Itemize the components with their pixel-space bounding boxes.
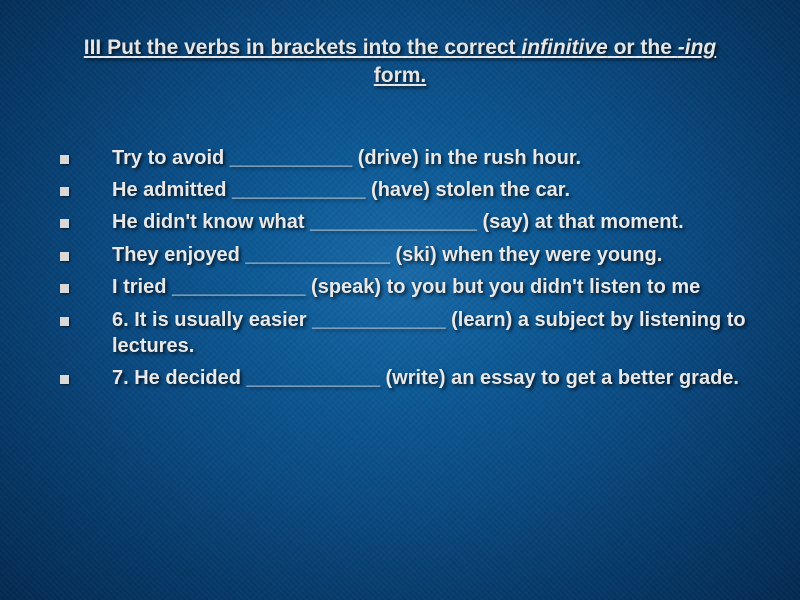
list-item: Try to avoid ___________ (drive) in the … (54, 145, 752, 171)
list-item: I tried ____________ (speak) to you but … (54, 274, 752, 300)
list-item: He didn't know what _______________ (say… (54, 209, 752, 235)
exercise-list: Try to avoid ___________ (drive) in the … (48, 145, 752, 392)
list-item: 7. He decided ____________ (write) an es… (54, 365, 752, 391)
list-item: They enjoyed _____________ (ski) when th… (54, 242, 752, 268)
list-item: 6. It is usually easier ____________ (le… (54, 307, 752, 360)
slide-title: III Put the verbs in brackets into the c… (60, 34, 740, 91)
list-item: He admitted ____________ (have) stolen t… (54, 177, 752, 203)
